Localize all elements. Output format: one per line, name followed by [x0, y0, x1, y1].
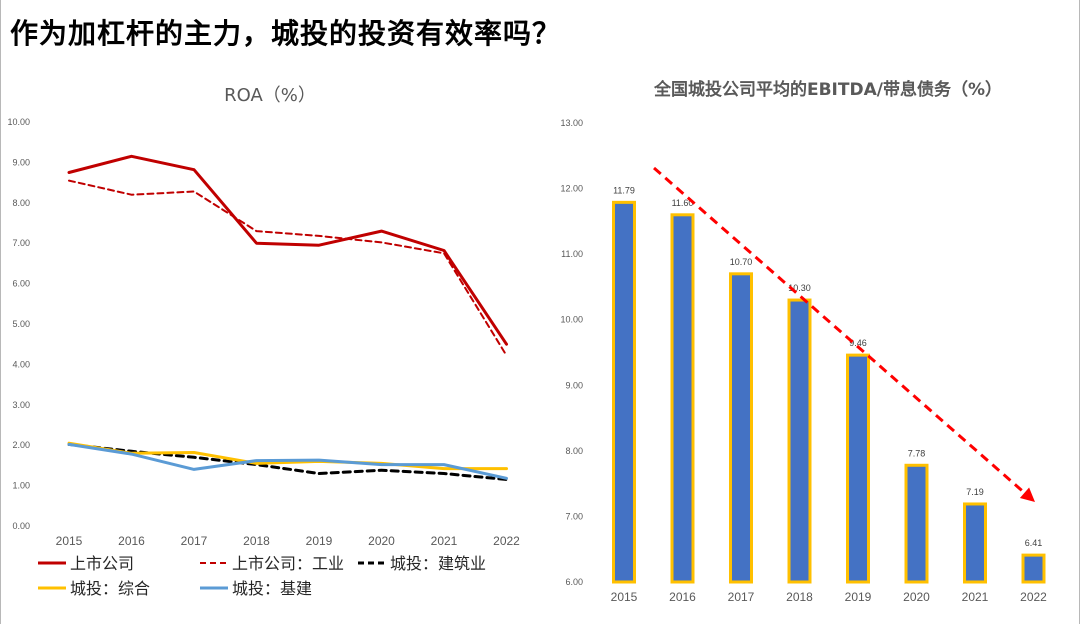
ebitda-bar-value-label: 11.60 — [672, 198, 694, 208]
ebitda-y-tick-label: 10.00 — [560, 315, 583, 325]
ebitda-bar-value-label: 6.41 — [1025, 538, 1043, 548]
roa-y-tick-label: 10.00 — [7, 117, 30, 127]
roa-legend-label: 城投：综合 — [70, 579, 150, 598]
ebitda-y-tick-label: 7.00 — [565, 511, 583, 521]
roa-x-tick-label: 2018 — [243, 534, 270, 548]
ebitda-bar — [904, 463, 929, 584]
ebitda-x-tick-label: 2019 — [845, 590, 872, 604]
roa-x-tick-label: 2019 — [306, 534, 333, 548]
ebitda-chart-title: 全国城投公司平均的EBITDA/带息债务（%） — [653, 79, 1002, 100]
ebitda-bar-value-label: 11.79 — [613, 185, 635, 195]
ebitda-y-tick-label: 12.00 — [560, 184, 583, 194]
roa-x-tick-label: 2022 — [493, 534, 520, 548]
ebitda-bar — [670, 213, 695, 584]
roa-y-tick-label: 9.00 — [12, 157, 30, 167]
roa-series-line-0 — [67, 154, 508, 346]
roa-x-tick-label: 2020 — [368, 534, 395, 548]
roa-y-tick-label: 2.00 — [12, 440, 30, 450]
ebitda-y-tick-label: 8.00 — [565, 446, 583, 456]
ebitda-bar — [1021, 553, 1046, 584]
ebitda-bar — [612, 200, 636, 584]
ebitda-bar-value-label: 7.78 — [908, 448, 926, 458]
roa-series-line-3 — [67, 441, 508, 471]
trend-arrow-head-icon — [1019, 487, 1035, 502]
roa-y-tick-label: 0.00 — [12, 521, 30, 531]
roa-y-tick-label: 6.00 — [12, 279, 30, 289]
roa-x-tick-label: 2017 — [181, 534, 208, 548]
ebitda-bar — [963, 502, 987, 584]
roa-legend-label: 上市公司：工业 — [232, 554, 344, 573]
roa-y-tick-label: 5.00 — [12, 319, 30, 329]
page-title: 作为加杠杆的主力，城投的投资有效率吗？ — [10, 17, 562, 50]
roa-y-tick-label: 8.00 — [12, 198, 30, 208]
ebitda-y-tick-label: 9.00 — [565, 380, 583, 390]
ebitda-bar — [787, 298, 812, 584]
roa-y-tick-label: 3.00 — [12, 400, 30, 410]
ebitda-bar — [846, 353, 870, 584]
ebitda-x-tick-label: 2015 — [611, 590, 638, 604]
roa-series-line-4 — [67, 442, 508, 480]
roa-x-tick-label: 2016 — [118, 534, 145, 548]
roa-legend-label: 城投：建筑业 — [390, 554, 486, 573]
ebitda-x-tick-label: 2017 — [728, 590, 755, 604]
trend-arrow-line — [653, 166, 1029, 497]
ebitda-y-tick-label: 11.00 — [561, 249, 583, 259]
roa-y-tick-label: 4.00 — [12, 359, 30, 369]
ebitda-y-tick-label: 6.00 — [565, 577, 583, 587]
ebitda-x-tick-label: 2022 — [1020, 590, 1047, 604]
ebitda-bar-value-label: 10.30 — [788, 283, 811, 293]
ebitda-x-tick-label: 2018 — [786, 590, 813, 604]
roa-series-line-1 — [68, 179, 508, 357]
ebitda-y-tick-label: 13.00 — [560, 118, 583, 128]
ebitda-x-tick-label: 2021 — [962, 590, 989, 604]
ebitda-bar-value-label: 9.46 — [849, 338, 867, 348]
ebitda-bar-chart: 全国城投公司平均的EBITDA/带息债务（%） 6.00 7.00 8.00 9.00 1… — [560, 79, 1047, 604]
roa-x-tick-label: 2015 — [56, 534, 83, 548]
ebitda-bar-value-label: 10.70 — [730, 257, 753, 267]
ebitda-bar — [729, 272, 753, 584]
roa-chart-title: ROA（%） — [224, 85, 316, 106]
roa-legend-label: 上市公司 — [70, 554, 134, 573]
roa-line-chart: ROA（%） 0.00 1.00 2.00 3.00 4.00 5.00 6.00 7.00 8.… — [7, 85, 520, 598]
slide-border-left — [0, 0, 1, 624]
roa-y-tick-label: 7.00 — [12, 238, 30, 248]
ebitda-x-tick-label: 2020 — [903, 590, 930, 604]
roa-y-tick-label: 1.00 — [12, 481, 30, 491]
roa-x-tick-label: 2021 — [431, 534, 458, 548]
ebitda-bar-value-label: 7.19 — [966, 487, 984, 497]
roa-legend-label: 城投：基建 — [232, 579, 312, 598]
ebitda-x-tick-label: 2016 — [669, 590, 696, 604]
